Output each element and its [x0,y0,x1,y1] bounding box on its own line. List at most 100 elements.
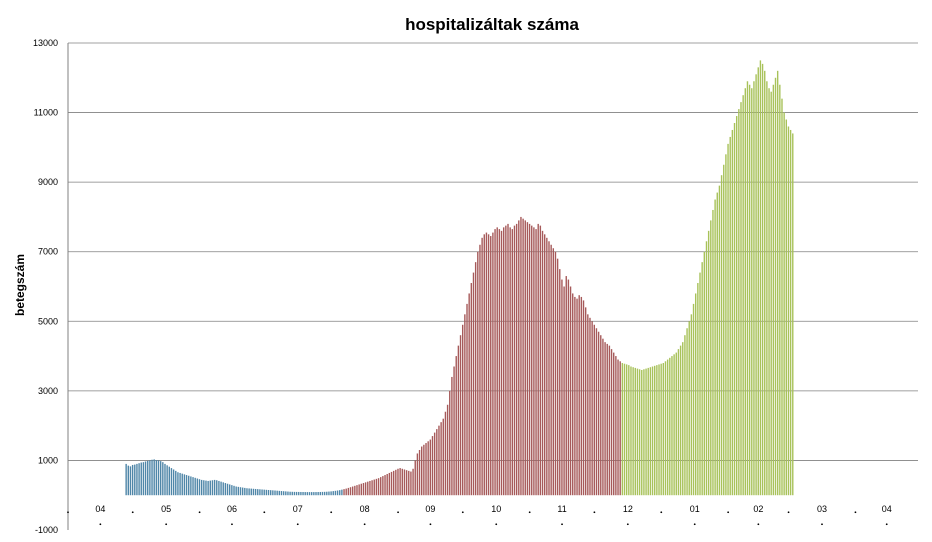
bar [192,477,194,496]
bar [285,491,287,496]
bar [537,223,539,496]
bar [395,469,397,496]
bar [364,482,367,496]
bar [621,363,624,496]
bar [153,459,155,496]
bar [287,491,289,496]
x-tick-label: 06 [227,504,237,514]
bar [776,70,779,496]
bar [669,357,671,496]
bar [289,491,291,496]
bar [531,225,533,496]
bar [308,492,311,496]
bar [455,356,457,496]
bar [703,251,706,496]
x-tick-label: 04 [95,504,105,514]
bar [203,480,205,496]
x-tick-dot [626,523,629,526]
chart-title: hospitalizáltak száma [405,15,579,34]
bar [326,491,328,496]
bar [229,484,231,496]
bar [474,262,477,496]
bar [282,491,285,496]
y-tick-label: 5000 [38,316,58,326]
bar [513,225,516,496]
bar [239,487,242,496]
bar [625,364,628,496]
bar [725,154,727,496]
bar [235,486,237,496]
x-tick-label: 05 [161,504,171,514]
bar [310,492,313,496]
bar [136,463,138,496]
bar [408,470,410,496]
bar [485,232,488,496]
bar [438,425,440,496]
bar [543,234,546,496]
bar [699,272,701,496]
bar [429,439,432,496]
bar [496,227,498,496]
bar [746,81,749,496]
bar [181,473,183,496]
x-tick-dot [363,523,366,526]
bar [515,223,518,496]
bar [446,404,449,496]
bar [692,303,695,496]
bar [170,468,173,496]
bar [546,237,548,496]
x-tick-label: 09 [425,504,435,514]
bar [328,491,330,496]
bar [127,465,130,496]
bar [666,359,669,496]
bar [587,314,589,496]
bar [770,91,772,496]
bar [144,461,147,496]
bar [392,470,395,496]
bar [613,352,615,496]
x-tick-dot [561,523,563,526]
bar [196,478,199,496]
bar [237,486,240,496]
bar [226,483,229,496]
bar [561,279,563,496]
bar [172,469,175,496]
bar [720,175,723,496]
bar [779,84,781,496]
x-tick-dot [263,511,266,514]
bar [686,328,688,496]
bar [461,324,464,496]
bar [168,466,170,496]
x-tick-label: 07 [293,504,303,514]
bar [369,480,371,496]
bar [470,283,473,496]
bar [766,81,768,496]
bar [205,480,207,496]
bar [707,230,710,496]
bar [498,229,501,496]
bar [518,220,520,496]
bar [466,303,468,496]
bar [442,418,444,496]
bar [761,63,764,496]
y-axis-label: betegszám [13,254,27,316]
bar [347,487,350,496]
bar [701,262,703,496]
bar [539,225,542,496]
y-tick-label: 3000 [38,386,58,396]
bar [671,356,673,496]
bar [677,349,680,496]
bar [321,491,324,496]
bar [159,461,162,496]
bar [414,460,416,496]
bar [261,489,263,496]
bar [185,475,188,496]
bar [744,88,747,496]
bar [580,296,583,496]
bar [175,470,177,496]
y-tick-label: 9000 [38,177,58,187]
bar [436,429,438,496]
bar [684,335,686,496]
bar [602,338,604,496]
bar [416,453,419,496]
